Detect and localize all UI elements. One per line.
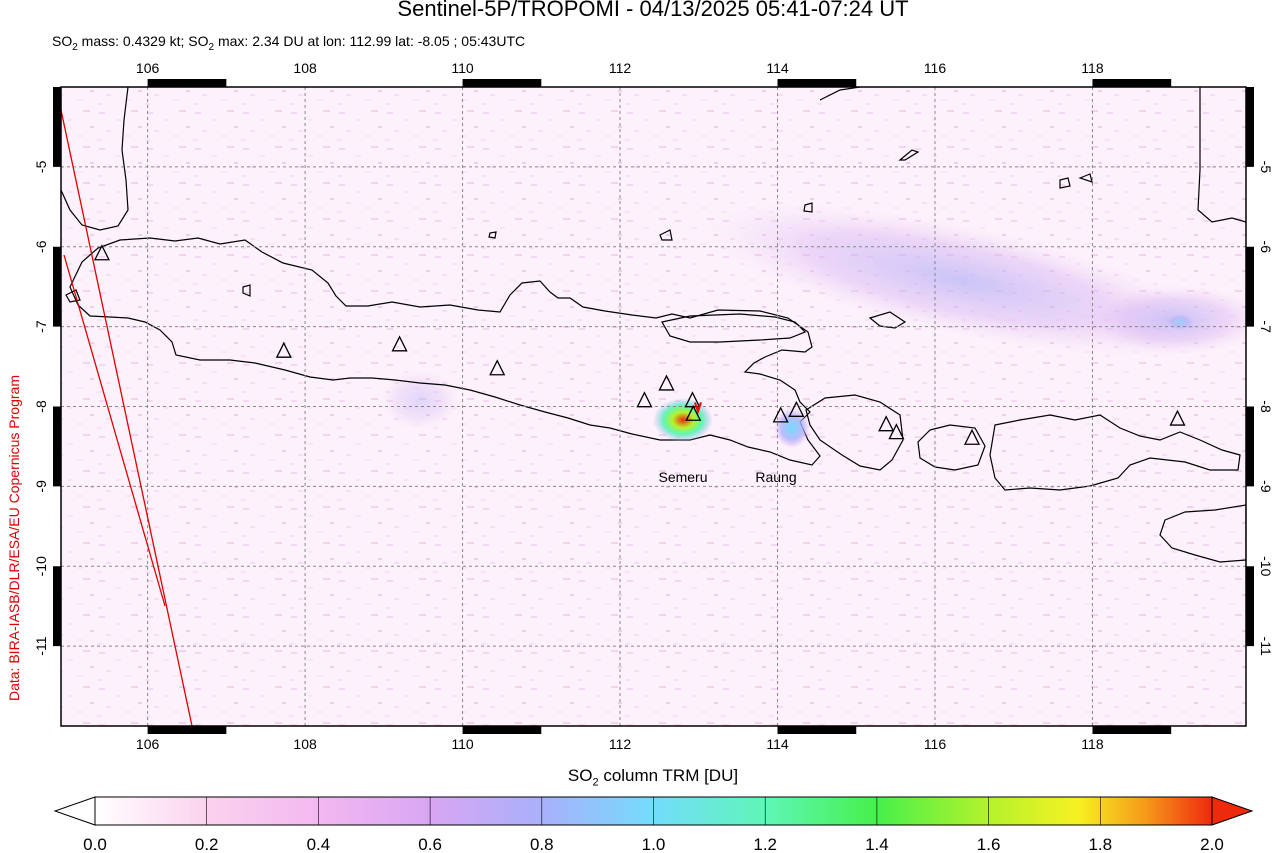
lat-tick-label-right: -6	[1258, 241, 1272, 254]
lon-tick-label-top: 112	[609, 60, 632, 76]
tick-bars	[53, 79, 1254, 734]
volcano-triangle-icon	[93, 244, 110, 261]
lat-tick-bar	[53, 566, 61, 647]
colorbar-tick-label: 1.6	[977, 835, 1001, 853]
semeru-plume	[653, 398, 713, 442]
lat-tick-label-left: -8	[33, 400, 49, 413]
volcano-markers	[93, 244, 1186, 445]
colorbar-tick-label: 0.2	[195, 835, 219, 853]
lon-tick-bar	[1092, 726, 1172, 734]
lon-tick-label-bottom: 110	[451, 736, 474, 752]
madura-coastline	[661, 313, 807, 343]
borneo-coastline	[819, 87, 1246, 223]
so2-field	[61, 87, 1246, 726]
volcano-triangle-icon	[636, 391, 653, 408]
lon-tick-label-bottom: 108	[293, 736, 317, 752]
colorbar-tick-label: 1.8	[1088, 835, 1112, 853]
lat-tick-bar	[1246, 87, 1254, 167]
colorbar-tick-label: 0.0	[83, 835, 107, 853]
swath-edges	[61, 109, 193, 726]
lat-tick-bar	[1246, 246, 1254, 327]
lat-tick-label-left: -9	[33, 480, 49, 493]
lon-tick-label-bottom: 114	[766, 736, 789, 752]
lon-tick-bar	[147, 726, 227, 734]
colorbar-tick-label: 1.2	[753, 835, 777, 853]
map-title: Sentinel-5P/TROPOMI - 04/13/2025 05:41-0…	[397, 0, 909, 21]
so2-max-marker	[694, 402, 702, 415]
coastlines	[61, 87, 1246, 563]
lat-tick-bar	[53, 406, 61, 487]
lat-tick-bar	[1246, 406, 1254, 487]
lon-tick-bar	[462, 726, 542, 734]
lat-tick-bar	[53, 87, 61, 167]
java-coastline	[69, 237, 821, 466]
lat-tick-label-right: -7	[1258, 320, 1272, 333]
swath-edge-line	[63, 254, 166, 607]
lat-tick-label-right: -5	[1258, 161, 1272, 174]
bali-coastline	[805, 394, 904, 471]
lon-tick-label-top: 116	[924, 60, 947, 76]
lat-tick-label-right: -8	[1258, 400, 1272, 413]
volcano-triangle-icon	[1169, 409, 1186, 426]
sumbawa-coastline	[989, 414, 1241, 491]
so2-statistics: SO2 mass: 0.4329 kt; SO2 max: 2.34 DU at…	[52, 33, 526, 53]
axis-labels: 106 106 108 108 110 110 112 112 114 114 116 116 118 1…	[33, 60, 1272, 752]
lat-tick-label-left: -11	[33, 636, 49, 655]
swath-edge-line	[61, 109, 193, 726]
lat-tick-label-left: -6	[33, 240, 49, 253]
graticule	[61, 87, 1246, 726]
volcano-triangle-icon	[391, 335, 408, 352]
volcano-triangle-icon	[275, 341, 292, 358]
lon-tick-label-top: 114	[766, 60, 789, 76]
colorbar-tick-label: 1.4	[865, 835, 889, 853]
lon-tick-label-bottom: 116	[924, 736, 947, 752]
colorbar-tick-label: 2.0	[1200, 835, 1224, 853]
lon-tick-label-top: 106	[136, 60, 160, 76]
lon-tick-label-top: 110	[451, 60, 474, 76]
volcano-triangle-icon	[489, 359, 506, 376]
lat-tick-label-right: -10	[1258, 556, 1272, 576]
colorbar-tick-label: 1.0	[642, 835, 666, 853]
colorbar-tick-label: 0.8	[530, 835, 554, 853]
colorbar-tick-label: 0.4	[307, 835, 331, 853]
colorbar: 0.0 0.2 0.4 0.6 0.8 1.0 1.2 1.4 1.6 1.8 2.0	[53, 796, 1254, 853]
colorbar-over-arrow	[1211, 796, 1254, 826]
eastern-plume	[1166, 314, 1194, 330]
lon-tick-label-top: 118	[1081, 60, 1104, 76]
lat-tick-label-left: -5	[33, 160, 49, 173]
lon-tick-label-bottom: 118	[1081, 736, 1104, 752]
lat-tick-bar	[53, 246, 61, 327]
colorbar-title: SO2 column TRM [DU]	[567, 766, 739, 789]
lon-tick-label-bottom: 106	[136, 736, 160, 752]
colorbar-under-arrow	[53, 796, 96, 826]
kangean-coastline	[868, 311, 907, 329]
lat-tick-label-right: -11	[1258, 637, 1272, 656]
lon-tick-bar	[1092, 79, 1172, 87]
volcano-triangle-icon	[788, 400, 805, 417]
volcano-triangle-icon	[772, 406, 789, 423]
volcano-label-semeru: Semeru	[658, 469, 707, 485]
colorbar-tick-label: 0.6	[418, 835, 442, 853]
volcano-triangle-icon	[658, 374, 675, 391]
lon-tick-label-bottom: 112	[609, 736, 632, 752]
lon-tick-label-top: 108	[293, 60, 317, 76]
lat-tick-label-left: -7	[33, 320, 49, 333]
volcano-label-raung: Raung	[755, 469, 796, 485]
lon-tick-bar	[462, 79, 542, 87]
lon-tick-bar	[777, 726, 857, 734]
lat-tick-label-left: -10	[33, 556, 49, 576]
sumatra-coastline	[61, 87, 129, 231]
volcano-triangle-icon	[963, 428, 981, 445]
lombok-coastline	[917, 424, 986, 471]
raung-plume	[774, 408, 810, 448]
lat-tick-bar	[1246, 566, 1254, 647]
lon-tick-bar	[777, 79, 857, 87]
volcano-triangle-icon	[878, 415, 895, 432]
volcano-triangle-icon	[888, 423, 905, 440]
lat-tick-label-right: -9	[1258, 480, 1272, 493]
flores-coastline	[1159, 504, 1246, 563]
volcano-triangle-icon	[685, 404, 702, 421]
lon-tick-bar	[147, 79, 227, 87]
